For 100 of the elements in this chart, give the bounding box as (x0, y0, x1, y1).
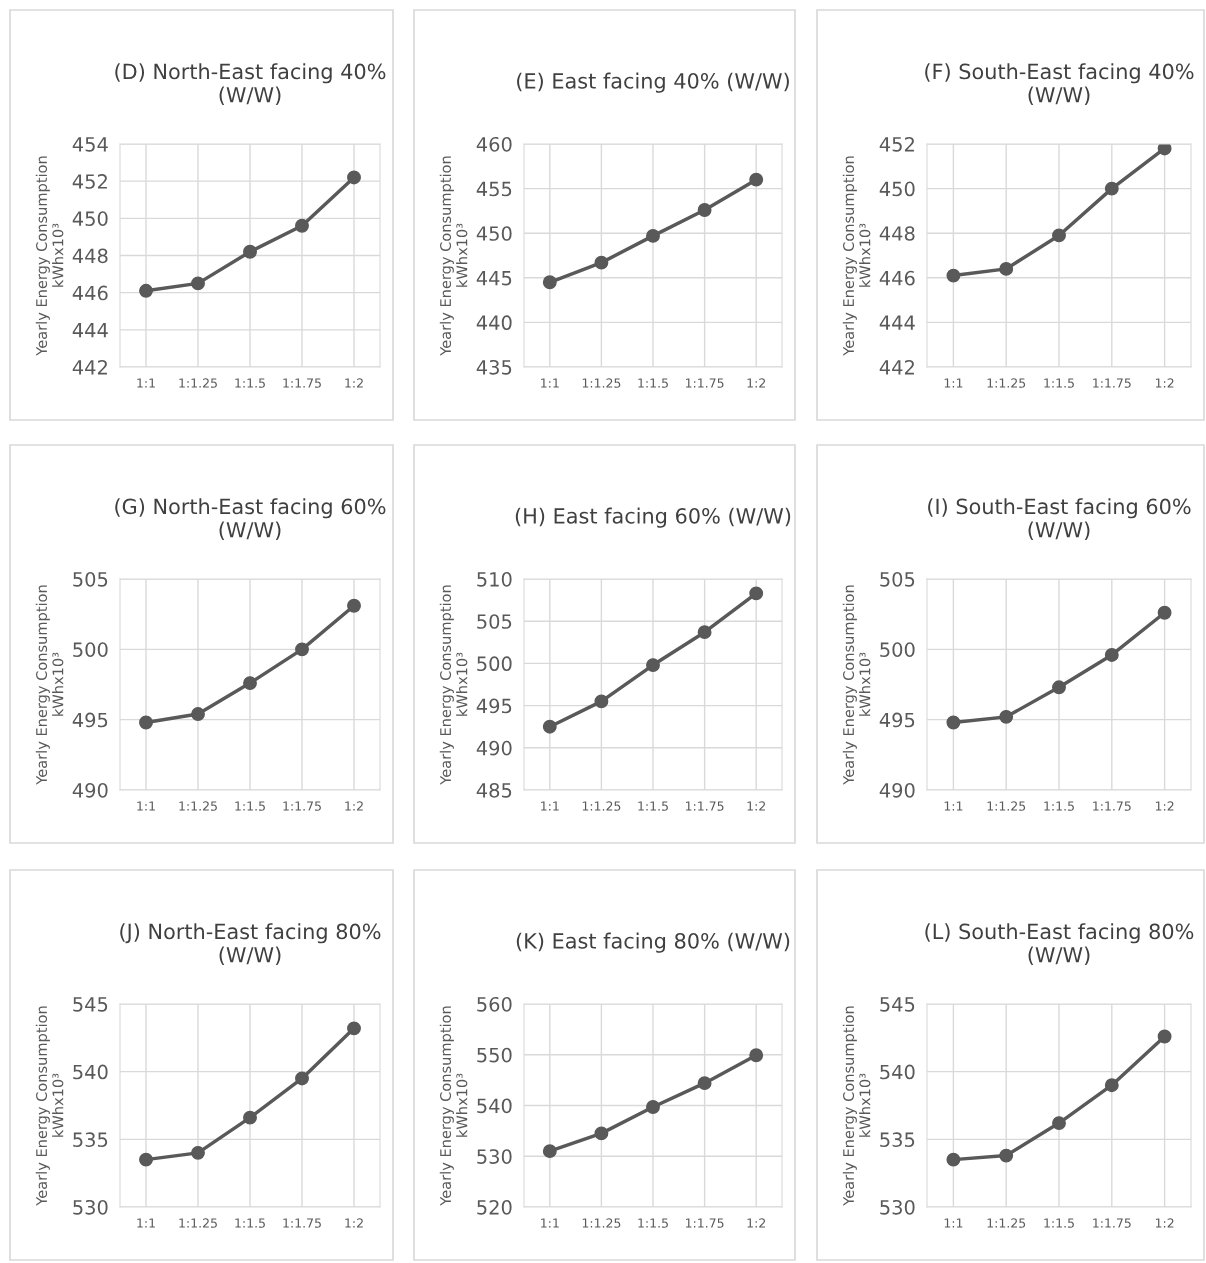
y-tick-label: 450 (72, 211, 108, 226)
y-tick-label: 540 (73, 1064, 108, 1080)
point (347, 598, 361, 613)
x-tick-label: 1:1.25 (987, 801, 1026, 811)
point (1157, 605, 1172, 620)
point (191, 276, 205, 291)
point (946, 1152, 961, 1167)
y-tick-label: 440 (476, 315, 512, 331)
y-axis-title: Yearly Energy Consumption kWhx10³ (842, 585, 871, 785)
point (191, 707, 205, 721)
x-tick-label: 1:1 (541, 378, 559, 388)
point (1157, 144, 1172, 156)
y-tick-label: 435 (476, 359, 512, 375)
y-tick-label: 535 (880, 1132, 915, 1147)
x-tick-label: 1:1.5 (638, 378, 668, 388)
point (295, 1071, 309, 1086)
x-tick-label: 1:1.75 (1093, 378, 1131, 388)
point (1052, 1116, 1066, 1131)
y-tick-label: 505 (477, 614, 512, 629)
point (542, 1144, 557, 1159)
y-tick-label: 455 (476, 181, 512, 197)
x-tick-label: 1:1.5 (235, 1218, 265, 1228)
x-tick-label: 1:1.25 (987, 1218, 1026, 1228)
point (1104, 181, 1119, 196)
chart-title: (G) North-East facing 60% (W/W) (115, 498, 386, 541)
x-tick-label: 1:1.75 (685, 1218, 724, 1228)
x-tick-label: 1:1 (944, 378, 963, 388)
x-tick-label: 1:2 (747, 1218, 766, 1228)
y-tick-label: 490 (879, 782, 915, 798)
y-tick-label: 452 (72, 174, 107, 189)
point (139, 283, 153, 298)
x-tick-label: 1:1.5 (235, 801, 265, 811)
x-tick-label: 1:1 (541, 801, 559, 811)
x-tick-label: 1:2 (345, 1218, 363, 1228)
point (749, 172, 764, 187)
x-tick-label: 1:1.75 (685, 801, 724, 811)
point (594, 694, 609, 709)
x-tick-label: 1:1.75 (1093, 801, 1131, 811)
x-tick-label: 1:1.75 (283, 801, 321, 811)
chart-title: (K) East facing 80% (W/W) (516, 932, 790, 953)
point (999, 1148, 1014, 1163)
y-axis-title: Yearly Energy Consumption kWhx10³ (842, 1006, 871, 1206)
x-tick-label: 1:1.75 (283, 378, 321, 388)
point (697, 625, 712, 640)
point (999, 261, 1014, 276)
point (946, 715, 961, 730)
y-tick-label: 490 (72, 782, 108, 798)
point (946, 268, 961, 283)
point (1104, 1078, 1119, 1093)
y-tick-label: 450 (476, 226, 512, 241)
y-tick-label: 460 (476, 136, 512, 152)
x-tick-label: 1:1.25 (987, 378, 1026, 388)
y-tick-label: 446 (879, 270, 915, 286)
point (749, 1048, 764, 1063)
x-tick-label: 1:1.5 (638, 801, 668, 811)
x-tick-label: 1:1 (137, 801, 155, 811)
x-tick-label: 1:1.75 (1093, 1218, 1131, 1228)
y-tick-label: 510 (477, 571, 512, 587)
y-tick-label: 500 (477, 656, 512, 672)
y-tick-label: 530 (73, 1199, 108, 1215)
point (646, 228, 660, 243)
y-tick-label: 530 (477, 1149, 512, 1164)
point (295, 642, 309, 657)
x-tick-label: 1:1 (137, 1218, 155, 1228)
point (1052, 228, 1066, 243)
x-tick-label: 1:1.75 (283, 1218, 321, 1228)
y-tick-label: 442 (879, 359, 914, 375)
x-tick-label: 1:1.5 (1044, 1218, 1074, 1228)
y-tick-label: 500 (880, 642, 915, 657)
y-tick-label: 530 (880, 1199, 915, 1215)
point (594, 1126, 609, 1141)
x-tick-label: 1:1.25 (179, 1218, 217, 1228)
y-tick-label: 485 (476, 782, 512, 798)
y-tick-label: 452 (879, 136, 914, 152)
y-tick-label: 450 (879, 181, 915, 197)
y-tick-label: 545 (73, 997, 108, 1012)
y-axis-title: Yearly Energy Consumption kWhx10³ (35, 156, 64, 356)
y-tick-label: 545 (880, 997, 915, 1012)
y-tick-label: 505 (880, 571, 915, 587)
x-tick-label: 1:2 (345, 801, 363, 811)
x-tick-label: 1:2 (747, 801, 766, 811)
point (295, 218, 309, 233)
y-tick-label: 446 (72, 285, 108, 301)
y-tick-label: 495 (72, 712, 108, 728)
point (594, 255, 609, 270)
point (1157, 1029, 1172, 1044)
y-tick-label: 500 (73, 642, 108, 657)
point (347, 170, 361, 185)
chart-title: (L) South-East facing 80% (W/W) (925, 923, 1194, 966)
point (646, 658, 660, 673)
chart-title: (I) South-East facing 60% (W/W) (928, 498, 1191, 541)
y-tick-label: 444 (72, 323, 108, 338)
chart-title: (F) South-East facing 40% (W/W) (925, 63, 1194, 106)
x-tick-label: 1:2 (345, 378, 363, 388)
y-tick-label: 444 (879, 315, 915, 330)
y-tick-label: 454 (72, 137, 108, 152)
x-tick-label: 1:1.5 (638, 1218, 668, 1228)
x-tick-label: 1:1 (541, 1218, 559, 1228)
y-tick-label: 495 (476, 698, 512, 714)
x-tick-label: 1:2 (1155, 801, 1174, 811)
